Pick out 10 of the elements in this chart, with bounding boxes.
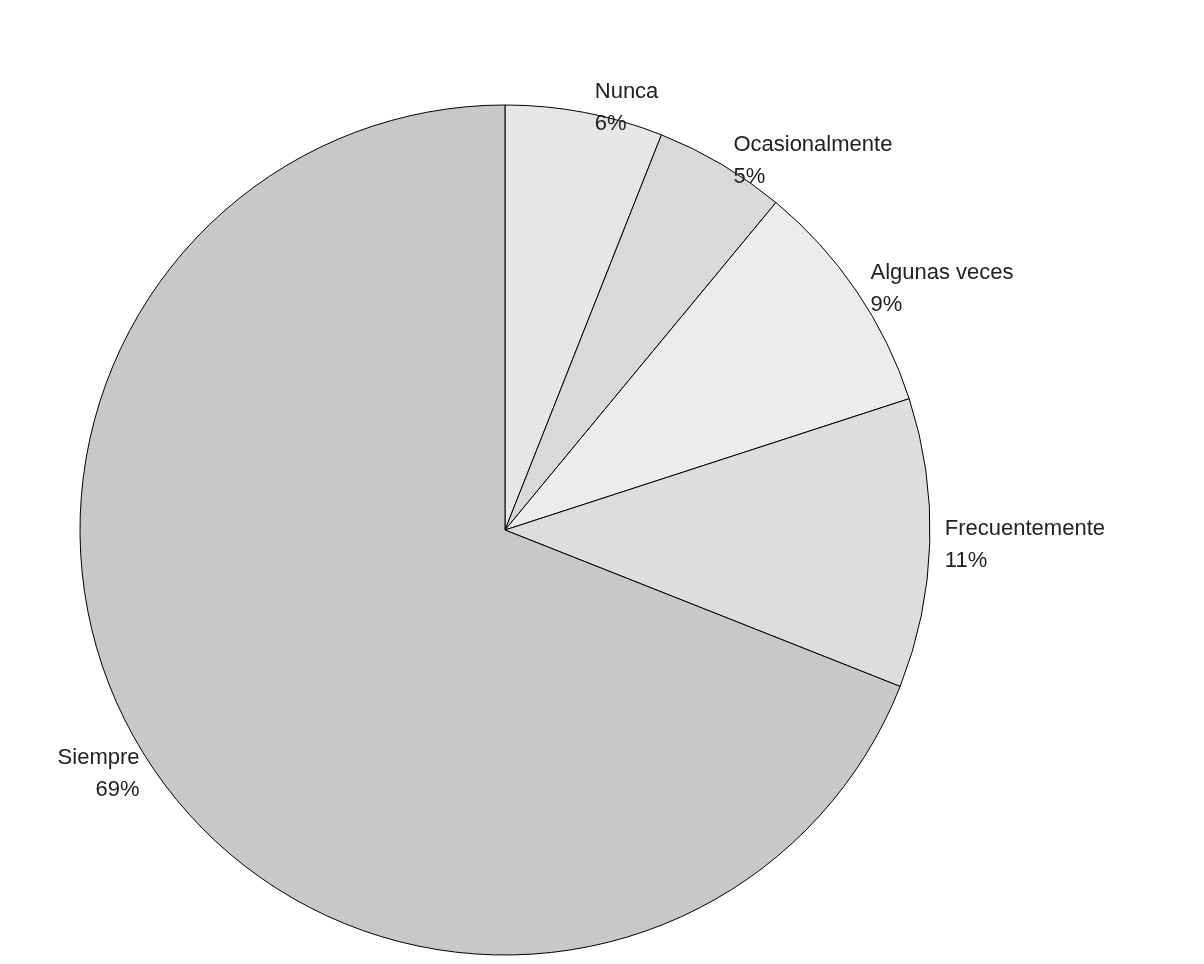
slice-label: Siempre bbox=[57, 743, 140, 769]
data-label: 11% bbox=[944, 547, 988, 573]
slice-label: Algunas veces bbox=[870, 259, 1014, 285]
data-label: 6% bbox=[594, 110, 627, 136]
slice-label: Nunca bbox=[594, 78, 660, 104]
data-label: 9% bbox=[870, 291, 903, 317]
slice-label: Frecuentemente bbox=[944, 515, 1105, 541]
slice-label: Ocasionalmente bbox=[733, 130, 893, 156]
data-label: 5% bbox=[733, 162, 766, 188]
data-label: 69% bbox=[95, 775, 140, 801]
